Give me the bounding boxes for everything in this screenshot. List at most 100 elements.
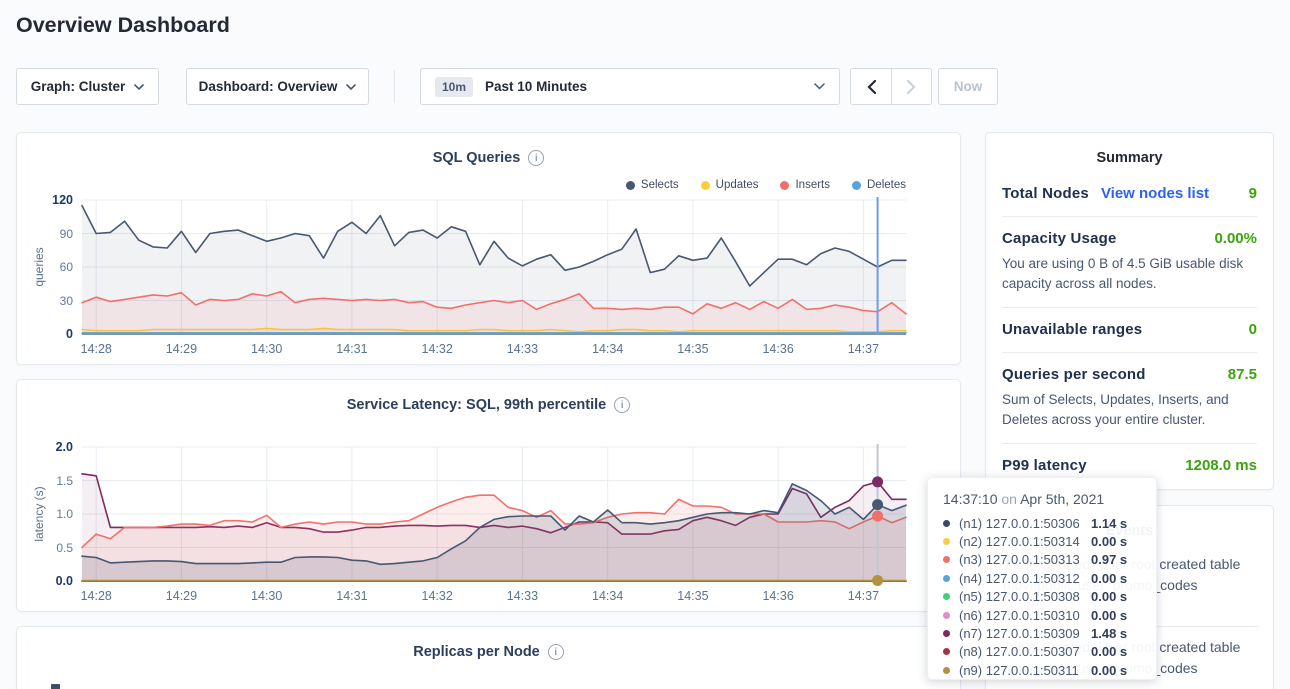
- tooltip-row: (n6) 127.0.0.1:503100.00 s: [941, 606, 1143, 624]
- legend-label: Updates: [716, 179, 759, 191]
- hover-dot-n7: [872, 476, 883, 487]
- info-icon[interactable]: i: [528, 150, 544, 166]
- legend-label: Deletes: [867, 179, 906, 191]
- x-tick-label: 14:33: [507, 589, 538, 603]
- tooltip-node-value: 0.00 s: [1091, 571, 1127, 586]
- summary-value: 87.5: [1228, 366, 1257, 383]
- tooltip-node-value: 0.00 s: [1091, 663, 1127, 678]
- time-next-button[interactable]: [891, 69, 931, 104]
- chart-title-row: Replicas per Node i: [17, 627, 960, 660]
- tooltip-node-value: 0.00 s: [1091, 644, 1127, 659]
- y-tick-label: 1.5: [56, 474, 73, 488]
- tooltip-node-value: 0.97 s: [1091, 552, 1127, 567]
- replicas-per-node-panel: Replicas per Node i: [16, 626, 961, 689]
- x-tick-label: 14:35: [677, 342, 708, 356]
- summary-row-queries-per-second: Queries per second 87.5 Sum of Selects, Up…: [1002, 353, 1257, 444]
- summary-label: Capacity Usage: [1002, 230, 1117, 247]
- clipped-axis-label: [51, 684, 60, 689]
- legend-color-dot: [780, 181, 789, 190]
- info-icon[interactable]: i: [548, 644, 564, 660]
- graph-dropdown[interactable]: Graph: Cluster: [16, 68, 159, 105]
- tooltip-date: Apr 5th, 2021: [1020, 491, 1104, 507]
- x-tick-label: 14:30: [251, 589, 282, 603]
- hover-dot-n9: [872, 575, 883, 586]
- series-color-dot: [943, 612, 950, 619]
- view-nodes-list-link[interactable]: View nodes list: [1101, 185, 1209, 202]
- x-tick-label: 14:33: [507, 342, 538, 356]
- tooltip-node-value: 0.00 s: [1091, 534, 1127, 549]
- dashboard-dropdown-label: Dashboard: Overview: [199, 79, 338, 94]
- tooltip-node-label: (n4) 127.0.0.1:50312: [959, 571, 1091, 586]
- tooltip-node-value: 0.00 s: [1091, 589, 1127, 604]
- x-tick-label: 14:37: [848, 342, 879, 356]
- series-color-dot: [943, 648, 950, 655]
- time-prev-button[interactable]: [851, 69, 891, 104]
- time-range-picker[interactable]: 10m Past 10 Minutes: [420, 68, 840, 105]
- summary-row-top: Total NodesView nodes list9: [1002, 185, 1257, 202]
- series-color-dot: [943, 538, 950, 545]
- chevron-down-icon: [134, 84, 144, 90]
- series-color-dot: [943, 593, 950, 600]
- tooltip-row: (n7) 127.0.0.1:503091.48 s: [941, 624, 1143, 642]
- hover-dot-n1: [872, 499, 883, 510]
- tooltip-node-label: (n6) 127.0.0.1:50310: [959, 608, 1091, 623]
- info-icon[interactable]: i: [614, 397, 630, 413]
- tooltip-row: (n3) 127.0.0.1:503130.97 s: [941, 551, 1143, 569]
- service-latency-panel: Service Latency: SQL, 99th percentile i …: [16, 379, 961, 612]
- legend-item-selects: Selects: [626, 179, 679, 191]
- chart-title-row: SQL Queries i: [17, 133, 960, 166]
- service-latency-plot: 14:2814:2914:3014:3114:3214:3314:3414:35…: [82, 447, 906, 581]
- tooltip-timestamp: 14:37:10 on Apr 5th, 2021: [943, 491, 1143, 507]
- x-tick-label: 14:36: [762, 342, 793, 356]
- tooltip-row: (n5) 127.0.0.1:503080.00 s: [941, 588, 1143, 606]
- tooltip-time: 14:37:10: [943, 491, 998, 507]
- summary-label: Unavailable ranges: [1002, 321, 1142, 338]
- chart-canvas: [82, 447, 906, 581]
- chevron-right-icon: [907, 80, 916, 94]
- y-tick-label: 0: [66, 327, 73, 341]
- page-title: Overview Dashboard: [16, 13, 230, 38]
- dashboard-dropdown[interactable]: Dashboard: Overview: [186, 68, 369, 105]
- chevron-left-icon: [867, 80, 876, 94]
- series-color-dot: [943, 630, 950, 637]
- summary-description: You are using 0 B of 4.5 GiB usable disk…: [1002, 254, 1257, 293]
- y-axis-label: latency (s): [32, 486, 46, 541]
- series-color-dot: [943, 667, 950, 674]
- summary-description: Sum of Selects, Updates, Inserts, and De…: [1002, 390, 1257, 429]
- legend-label: Selects: [641, 179, 679, 191]
- summary-panel: Summary Total NodesView nodes list9Capac…: [985, 132, 1274, 490]
- legend-color-dot: [852, 181, 861, 190]
- x-tick-label: 14:36: [762, 589, 793, 603]
- x-tick-label: 14:35: [677, 589, 708, 603]
- summary-label: Queries per second: [1002, 366, 1146, 383]
- y-tick-label: 90: [60, 227, 73, 241]
- tooltip-node-value: 0.00 s: [1091, 608, 1127, 623]
- tooltip-row: (n4) 127.0.0.1:503120.00 s: [941, 569, 1143, 587]
- tooltip-node-label: (n2) 127.0.0.1:50314: [959, 534, 1091, 549]
- time-range-label: Past 10 Minutes: [485, 79, 587, 94]
- overview-dashboard-page: Overview Dashboard Graph: Cluster Dashbo…: [0, 0, 1290, 689]
- y-tick-label: 1.0: [56, 507, 73, 521]
- tooltip-node-label: (n1) 127.0.0.1:50306: [959, 516, 1091, 531]
- series-color-dot: [943, 556, 950, 563]
- now-button[interactable]: Now: [938, 68, 998, 105]
- legend-item-inserts: Inserts: [780, 179, 830, 191]
- summary-row-unavailable-ranges: Unavailable ranges0: [1002, 308, 1257, 353]
- x-tick-label: 14:28: [81, 589, 112, 603]
- summary-value: 0.00%: [1214, 230, 1257, 247]
- summary-row-top: P99 latency1208.0 ms: [1002, 457, 1257, 474]
- x-tick-label: 14:28: [81, 342, 112, 356]
- tooltip-node-label: (n7) 127.0.0.1:50309: [959, 626, 1091, 641]
- x-tick-label: 14:32: [422, 589, 453, 603]
- summary-row-total-nodes: Total NodesView nodes list9: [1002, 172, 1257, 217]
- x-tick-label: 14:34: [592, 589, 623, 603]
- summary-heading: Summary: [1002, 133, 1257, 172]
- chevron-down-icon: [814, 83, 825, 90]
- x-tick-label: 14:37: [848, 589, 879, 603]
- tooltip-row: (n8) 127.0.0.1:503070.00 s: [941, 643, 1143, 661]
- hover-dot-n3: [872, 511, 883, 522]
- chart-title: Replicas per Node: [413, 644, 540, 660]
- time-nav-group: [850, 68, 932, 105]
- summary-label: Total Nodes: [1002, 185, 1089, 202]
- tooltip-node-label: (n8) 127.0.0.1:50307: [959, 644, 1091, 659]
